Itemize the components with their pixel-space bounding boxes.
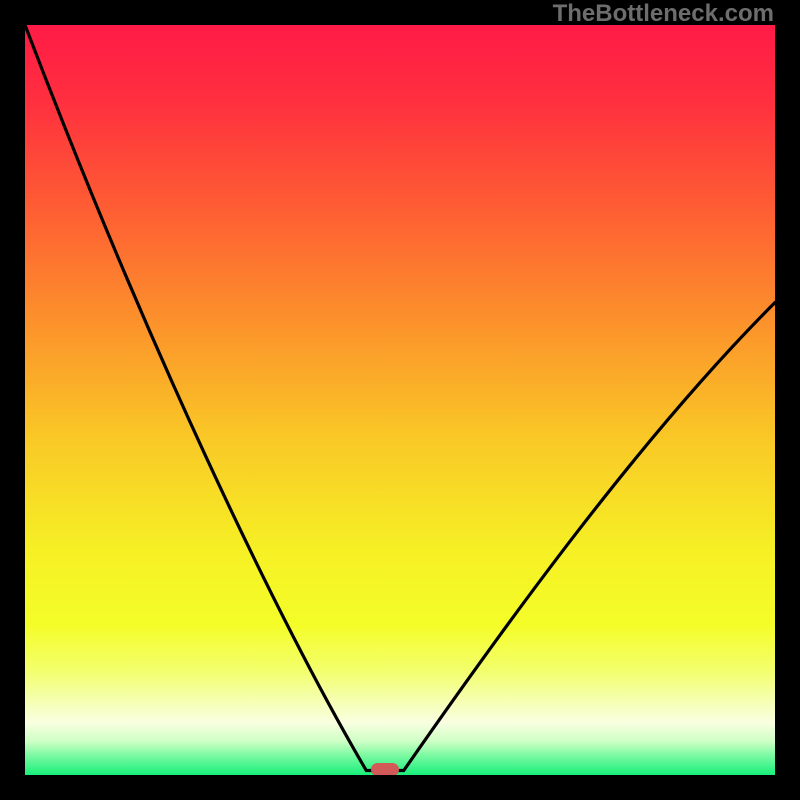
bottleneck-marker: [371, 763, 399, 775]
v-curve: [25, 25, 775, 775]
bottleneck-curve-path: [25, 25, 775, 771]
plot-area: [25, 25, 775, 775]
watermark-text: TheBottleneck.com: [553, 0, 774, 28]
